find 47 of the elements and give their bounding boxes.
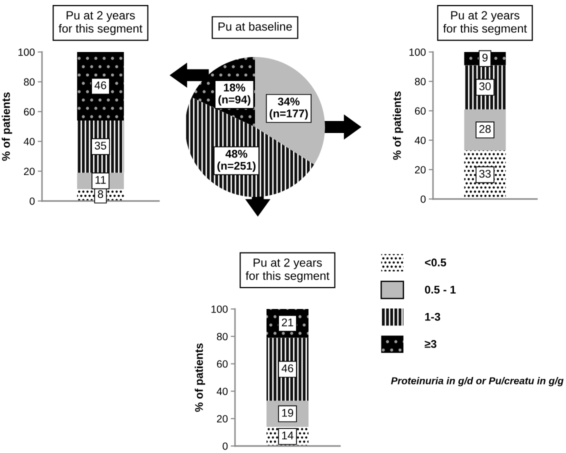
- data-label: 14: [282, 432, 294, 440]
- y-tick-label: 40: [216, 388, 228, 396]
- y-axis-title: % of patients: [2, 92, 12, 161]
- chart-title: Pu at 2 years for this segment: [58, 11, 142, 36]
- y-tick-label: 60: [415, 107, 426, 115]
- y-tick-label: 20: [24, 168, 35, 176]
- data-label: 46: [282, 364, 294, 372]
- y-axis-title: % of patients: [194, 343, 206, 412]
- data-label: 19: [282, 408, 294, 417]
- data-label: 48% (n=251): [217, 150, 256, 172]
- legend-label: <0.5: [424, 258, 446, 266]
- chart-title: Pu at 2 years for this segment: [443, 11, 527, 36]
- data-label: 34% (n=177): [270, 98, 308, 120]
- y-tick-label: 60: [217, 360, 228, 368]
- y-tick-label: 0: [222, 442, 228, 450]
- y-tick-label: 100: [211, 306, 228, 313]
- bar: [77, 52, 124, 121]
- y-tick-label: 0: [420, 196, 426, 203]
- y-tick-label: 20: [414, 166, 426, 174]
- legend-label: 1-3: [425, 312, 440, 321]
- bar: [266, 338, 308, 401]
- legend-label: ≥3: [424, 340, 436, 348]
- y-tick-label: 80: [216, 332, 228, 340]
- text: Proteinuria in g/d or Pu/creatu in g/g: [391, 376, 564, 386]
- data-label: 35: [94, 142, 106, 150]
- y-tick-label: 80: [414, 78, 426, 86]
- y-tick-label: 80: [24, 78, 35, 86]
- data-label: 46: [94, 81, 106, 90]
- y-tick-label: 100: [18, 48, 35, 56]
- data-label: 30: [479, 82, 491, 90]
- chart-title: Pu at 2 years for this segment: [246, 258, 330, 282]
- chart-title: Pu at baseline: [218, 22, 292, 31]
- data-label: 21: [282, 318, 294, 326]
- y-tick-label: 0: [30, 198, 35, 205]
- y-tick-label: 100: [409, 48, 426, 56]
- y-axis-title: % of patients: [392, 91, 404, 160]
- y-tick-label: 20: [216, 415, 228, 422]
- legend-label: 0.5 - 1: [424, 286, 456, 294]
- data-label: 8: [98, 190, 104, 198]
- data-label: 33: [479, 170, 491, 178]
- y-tick-label: 40: [24, 138, 35, 146]
- y-tick-label: 60: [24, 108, 35, 116]
- y-tick-label: 40: [414, 136, 426, 144]
- data-label: 11: [96, 176, 106, 184]
- data-label: 9: [482, 54, 488, 62]
- data-label: 18% (n=94): [218, 84, 250, 106]
- data-label: 28: [479, 125, 491, 133]
